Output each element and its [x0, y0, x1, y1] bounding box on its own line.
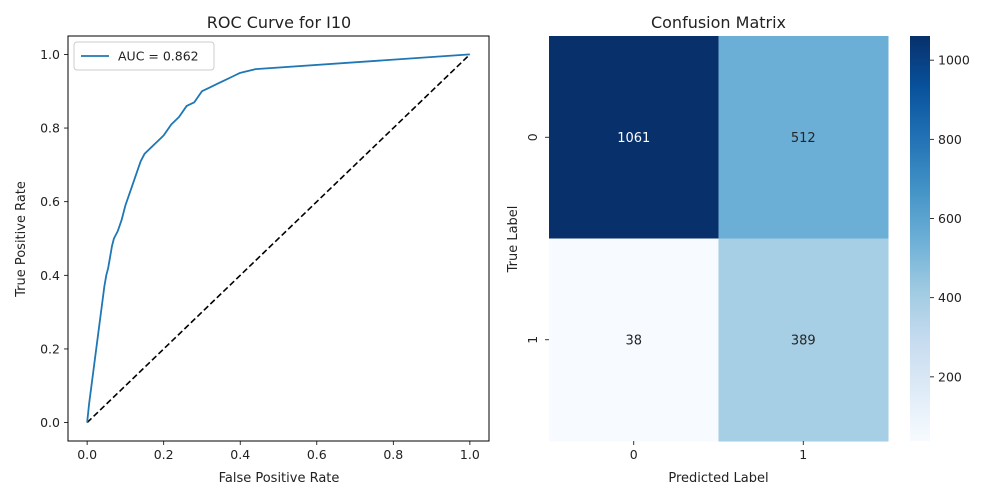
colorbar-tick-label: 600: [938, 211, 962, 226]
cm-cell: [718, 36, 889, 239]
roc-x-tick-label: 0.8: [383, 447, 403, 462]
cm-cell: [549, 36, 719, 239]
cm-cell-value: 512: [791, 131, 816, 146]
cm-cells: 1061 512 38 389: [549, 36, 889, 442]
roc-x-tick-label: 0.4: [230, 447, 250, 462]
roc-chance-line: [86, 53, 471, 424]
roc-y-tick-label: 1.0: [40, 47, 60, 62]
cm-x-label: Predicted Label: [668, 471, 768, 486]
roc-y-label: True Positive Rate: [14, 181, 29, 298]
roc-x-tick-label: 1.0: [460, 447, 480, 462]
cm-cell-value: 1061: [617, 131, 650, 146]
cm-y-tick-label: 1: [525, 336, 540, 344]
roc-x-label: False Positive Rate: [219, 471, 340, 486]
cm-y-label: True Label: [506, 206, 521, 274]
roc-y-ticks: 0.0 0.2 0.4 0.6 0.8 1.0: [40, 47, 68, 430]
roc-plot-area: [86, 53, 471, 424]
cm-x-tick-label: 1: [799, 447, 807, 462]
cm-y-ticks: 01: [525, 133, 549, 344]
colorbar-tick-label: 400: [938, 290, 962, 305]
cm-title: Confusion Matrix: [651, 13, 786, 32]
cm-cell-value: 38: [625, 333, 642, 348]
colorbar: 200 400 600 800 1000: [910, 36, 970, 441]
roc-y-tick-label: 0.4: [40, 268, 60, 283]
roc-legend: AUC = 0.862: [73, 41, 215, 71]
colorbar-tick-label: 1000: [938, 53, 970, 68]
colorbar-gradient: [910, 36, 930, 441]
roc-y-tick-label: 0.6: [40, 194, 60, 209]
roc-y-tick-label: 0.0: [40, 415, 60, 430]
roc-title: ROC Curve for I10: [207, 13, 351, 32]
roc-axes-frame: [67, 35, 490, 442]
colorbar-tick-label: 800: [938, 132, 962, 147]
roc-x-tick-label: 0.0: [77, 447, 97, 462]
cm-cell: [718, 238, 889, 442]
roc-chart: ROC Curve for I10 0.0 0.2 0.4 0.6 0.8 1.0 0.0…: [14, 13, 490, 486]
roc-y-tick-label: 0.8: [40, 121, 60, 136]
roc-x-tick-label: 0.6: [307, 447, 327, 462]
cm-x-tick-label: 0: [630, 447, 638, 462]
roc-x-ticks: 0.0 0.2 0.4 0.6 0.8 1.0: [77, 441, 480, 462]
cm-y-tick-label: 0: [525, 133, 540, 141]
cm-cell: [549, 238, 719, 442]
roc-legend-label: AUC = 0.862: [118, 49, 199, 64]
roc-y-tick-label: 0.2: [40, 341, 60, 356]
cm-cell-value: 389: [791, 333, 816, 348]
roc-legend-box: [73, 41, 215, 71]
colorbar-tick-label: 200: [938, 369, 962, 384]
roc-curve-line: [86, 53, 470, 423]
roc-x-tick-label: 0.2: [154, 447, 174, 462]
